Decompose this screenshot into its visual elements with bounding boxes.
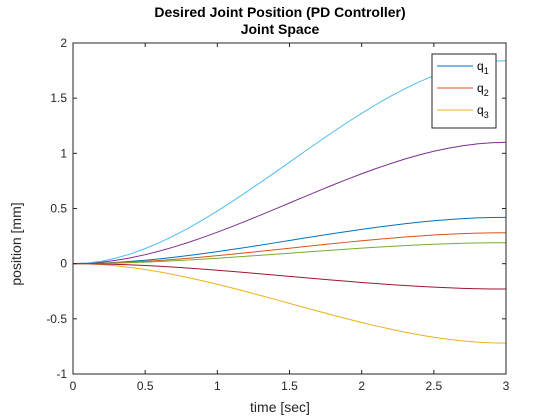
series-line-4 [72, 141, 507, 265]
x-tick-label: 1.5 [281, 379, 298, 393]
series-line-5 [72, 242, 507, 265]
x-tick-label: 1 [214, 379, 221, 393]
y-tick-label: -0.5 [46, 312, 67, 326]
x-tick-label: 2.5 [425, 379, 442, 393]
x-tick-label: 3 [503, 379, 510, 393]
chart-subtitle: Joint Space [240, 21, 320, 37]
x-tick-label: 0 [70, 379, 77, 393]
x-tick-label: 0.5 [137, 379, 154, 393]
legend-label: q1 [477, 59, 489, 76]
x-tick-label: 2 [358, 379, 365, 393]
y-tick-label: -1 [56, 367, 67, 381]
legend-label: q2 [477, 81, 489, 98]
y-tick-label: 0 [60, 257, 67, 271]
x-axis-label: time [sec] [250, 399, 310, 415]
legend-label: q3 [477, 103, 489, 120]
series-line-2 [72, 232, 507, 265]
series-line-3 [72, 263, 507, 344]
series-line-1 [72, 216, 507, 265]
series-line-7 [72, 263, 507, 290]
y-tick-label: 0.5 [50, 202, 67, 216]
y-tick-label: 1 [60, 146, 67, 160]
y-axis-label: position [mm] [8, 202, 24, 286]
y-tick-label: 2 [60, 36, 67, 50]
y-tick-label: 1.5 [50, 91, 67, 105]
chart-title: Desired Joint Position (PD Controller) [154, 4, 406, 20]
